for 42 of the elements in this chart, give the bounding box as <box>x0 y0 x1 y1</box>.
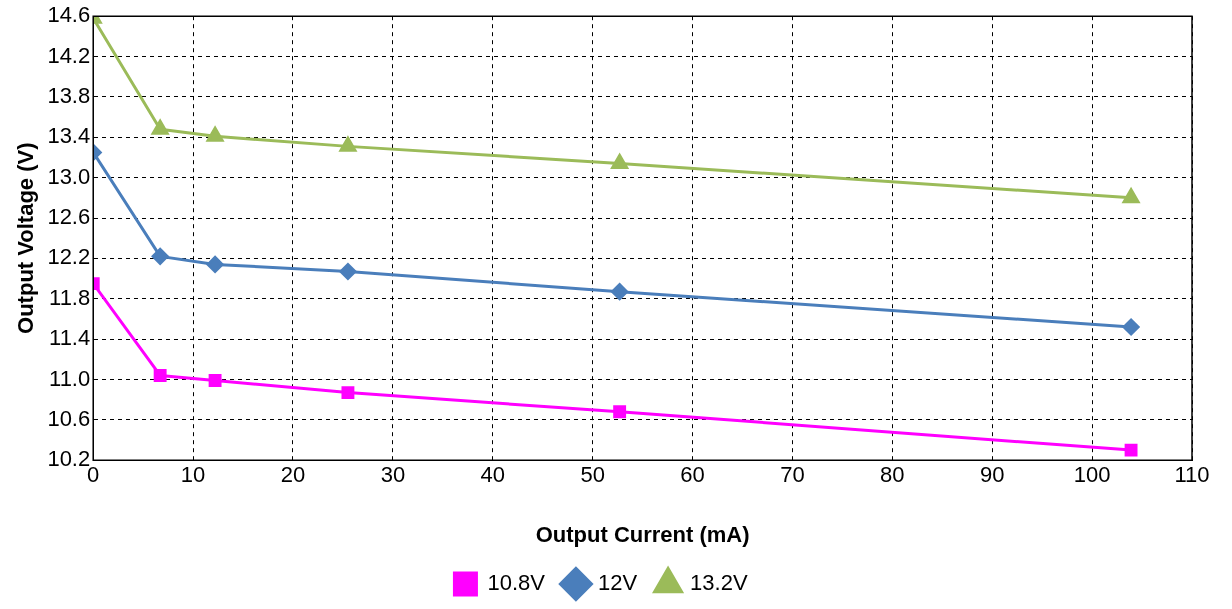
x-tick-label: 90 <box>979 462 1005 488</box>
y-tick-label: 13.8 <box>47 82 91 108</box>
point <box>611 283 629 301</box>
x-tick-label: 60 <box>680 462 705 488</box>
point <box>341 386 355 400</box>
point <box>1122 318 1140 336</box>
point <box>206 126 224 142</box>
legend-label: 10.8V <box>487 570 546 596</box>
legend-label: 13.2V <box>690 570 748 596</box>
y-tick-label: 11.0 <box>49 365 91 391</box>
y-tick-label: 12.2 <box>47 244 91 270</box>
point <box>1122 188 1140 204</box>
point <box>339 263 357 280</box>
x-tick-label: 30 <box>380 462 406 488</box>
point <box>208 374 222 387</box>
y-tick-label: 14.2 <box>47 42 91 68</box>
y-tick-label: 11.4 <box>49 325 91 351</box>
point <box>613 405 627 419</box>
x-tick-label: 110 <box>1174 462 1210 488</box>
x-tick-label: 40 <box>480 462 506 488</box>
point <box>1124 443 1138 457</box>
y-tick-label: 13.0 <box>47 163 91 189</box>
x-tick-label: 80 <box>880 462 905 488</box>
x-tick-label: 10 <box>180 462 206 488</box>
y-tick-label: 14.6 <box>47 2 91 28</box>
x-tick-label: 70 <box>780 462 805 488</box>
legend-label: 12V <box>597 570 638 596</box>
point <box>611 154 629 170</box>
x-tick-label: 100 <box>1073 462 1111 488</box>
point <box>151 119 169 135</box>
y-tick-label: 10.6 <box>47 405 91 431</box>
x-tick-label: 50 <box>580 462 605 488</box>
x-tick-label: 20 <box>280 462 306 488</box>
point <box>151 247 169 265</box>
point <box>339 136 357 152</box>
x-axis-title: Output Current (mA) <box>535 521 750 547</box>
y-axis-title: Output Voltage (V) <box>13 142 39 334</box>
point <box>206 255 224 273</box>
y-tick-label: 11.8 <box>49 284 91 310</box>
y-tick-label: 13.4 <box>47 123 91 149</box>
point <box>153 368 167 382</box>
y-tick-label: 12.6 <box>47 204 91 230</box>
